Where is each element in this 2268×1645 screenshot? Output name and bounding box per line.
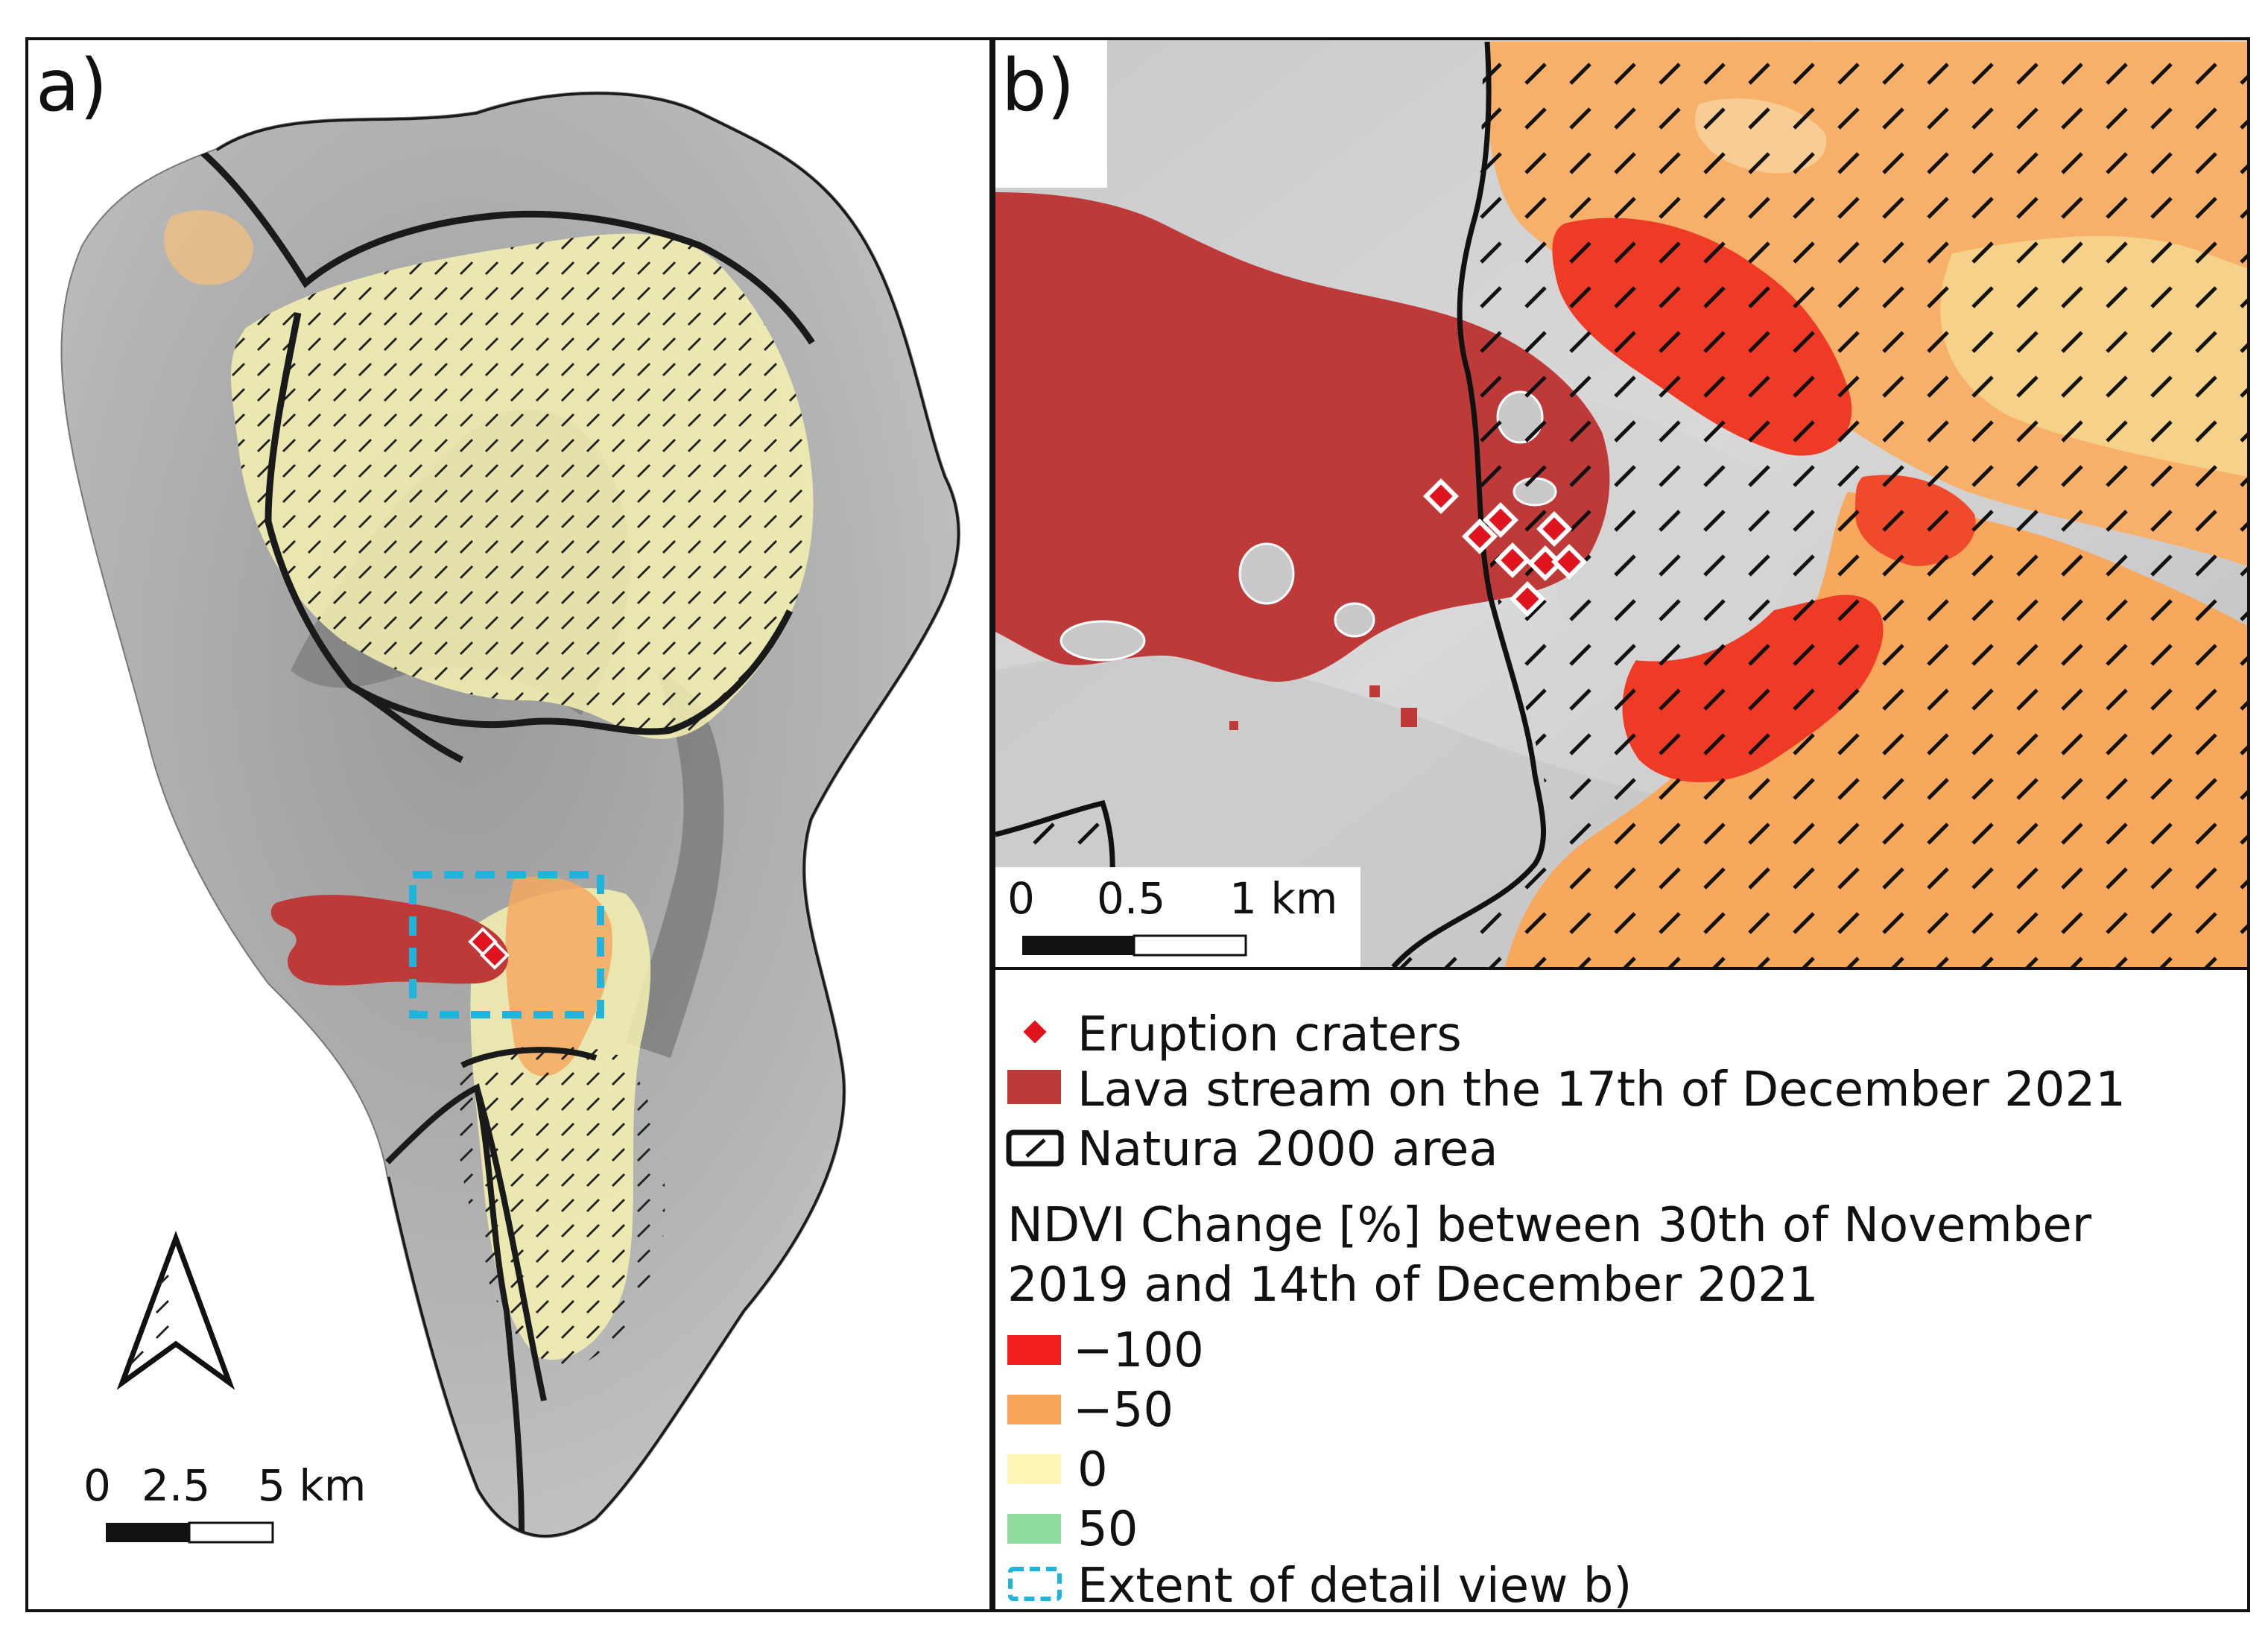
- legend-crater-icon: [1023, 1020, 1047, 1044]
- kipuka-5: [1059, 620, 1146, 662]
- legend-natura-label: Natura 2000 area: [1077, 1122, 1498, 1177]
- legend-lava-swatch: [1007, 1070, 1061, 1104]
- legend-extent-icon: [1008, 1567, 1062, 1601]
- crater-b-6: [1527, 545, 1564, 582]
- panel-a-label: a): [36, 44, 107, 127]
- natura-hatch-south: [455, 1044, 665, 1371]
- lava-stream-b: [995, 192, 1610, 682]
- crater-a-2: [480, 940, 510, 970]
- legend-ndvi-label-1: −100: [1073, 1323, 1204, 1378]
- scalebar-b-mid: 0.5: [1097, 873, 1165, 924]
- crater-b-2: [1461, 518, 1498, 555]
- legend-crater-label: Eruption craters: [1077, 1007, 1462, 1062]
- scalebar-a: 0 2.5 5 km: [83, 1460, 366, 1544]
- legend-ndvi-swatch-4: [1007, 1514, 1061, 1544]
- crater-b-3: [1482, 501, 1519, 539]
- legend-natura-icon: [1006, 1129, 1064, 1167]
- cumbre-vieja-ridge: [626, 671, 724, 1058]
- ndvi-orange-west: [164, 210, 253, 285]
- natura-boundary-north: [177, 131, 815, 764]
- crater-b-8: [1509, 580, 1546, 618]
- detail-extent-box: [409, 871, 604, 1018]
- crater-b-1: [1422, 478, 1460, 515]
- legend-ndvi-swatch-3: [1007, 1454, 1061, 1484]
- scalebar-a-end: 5 km: [258, 1460, 366, 1511]
- detail-map: [995, 42, 2247, 967]
- crater-b-7: [1550, 543, 1588, 580]
- legend-ndvi-swatch-2: [1007, 1395, 1061, 1424]
- lava-stream-a: [270, 895, 509, 986]
- legend-ndvi-label-2: −50: [1073, 1383, 1173, 1438]
- kipuka-2: [1334, 602, 1375, 638]
- north-arrow-icon: [116, 1230, 235, 1390]
- legend-ndvi-label-4: 50: [1077, 1502, 1138, 1557]
- legend-ndvi-title-1: NDVI Change [%] between 30th of November: [1007, 1198, 2092, 1253]
- eruption-craters-b: [1422, 478, 1588, 618]
- legend-ndvi-title-2: 2019 and 14th of December 2021: [1007, 1258, 1819, 1313]
- ndvi-orange-patch: [505, 876, 612, 1077]
- legend-ndvi-label-3: 0: [1077, 1442, 1108, 1497]
- crater-b-5: [1536, 510, 1573, 548]
- island-map: [60, 91, 961, 1538]
- legend-frame: [992, 967, 2250, 1612]
- panel-b-label: b): [1001, 44, 1074, 127]
- scalebar-a-mid: 2.5: [142, 1460, 210, 1511]
- scalebar-b: 0 0.5 1 km: [995, 867, 1361, 967]
- natura-boundary-south: [385, 1047, 598, 1535]
- scalebar-b-0: 0: [1007, 873, 1035, 924]
- kipuka-1: [1238, 542, 1295, 605]
- legend: Eruption craters Lava stream on the 17th…: [1006, 1007, 2126, 1614]
- legend-ndvi-swatch-1: [1007, 1335, 1061, 1365]
- scalebar-b-end: 1 km: [1229, 873, 1337, 924]
- legend-lava-label: Lava stream on the 17th of December 2021: [1077, 1062, 2126, 1118]
- natura-hatch-north: [231, 233, 814, 739]
- legend-extent-label: Extent of detail view b): [1077, 1559, 1632, 1614]
- scalebar-a-0: 0: [83, 1460, 111, 1511]
- crater-b-4: [1494, 542, 1531, 579]
- natura-b-hatch: [995, 42, 2247, 967]
